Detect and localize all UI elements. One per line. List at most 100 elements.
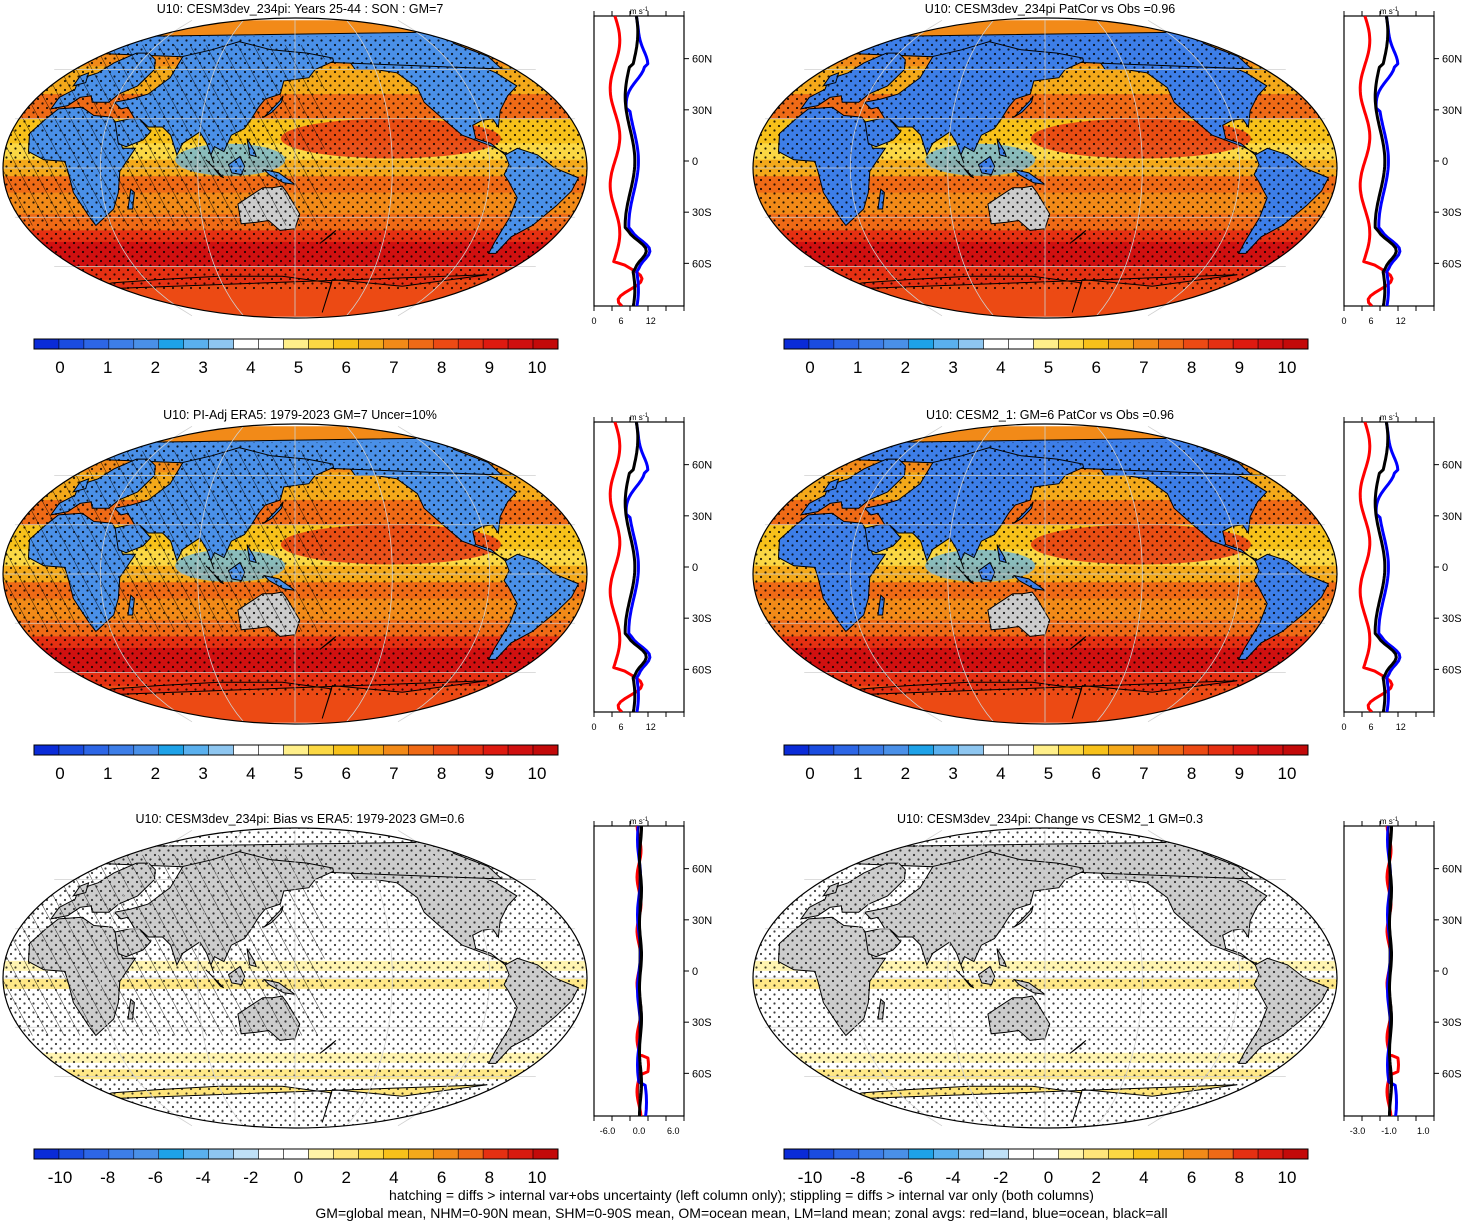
zonal-tick-label: 0 xyxy=(591,722,596,732)
colorbar-tick-label: 3 xyxy=(198,358,207,377)
panel-title: U10: CESM2_1: GM=6 PatCor vs Obs =0.96 xyxy=(925,408,1175,422)
lat-tick-label: 60N xyxy=(1442,460,1462,472)
lat-tick-label: 30S xyxy=(692,1017,712,1029)
world-map xyxy=(752,423,1338,725)
zonal-units-label: m s-1 xyxy=(1380,413,1399,422)
lat-tick-label: 30S xyxy=(1442,1017,1462,1029)
panel-3: U10: PI-Adj ERA5: 1979-2023 GM=7 Uncer=1… xyxy=(0,406,741,812)
lat-tick-label: 60S xyxy=(692,258,712,270)
lat-tick-label: 60S xyxy=(692,1068,712,1080)
colorbar-tick-label: 6 xyxy=(1091,764,1100,783)
colorbar-tick-label: 0 xyxy=(805,764,814,783)
colorbar-tick-label: 5 xyxy=(294,358,303,377)
colorbar: 0 1 2 3 4 5 6 7 8 9 10 xyxy=(783,744,1309,783)
lat-tick-label: 30S xyxy=(692,613,712,625)
zonal-tick-label: 6 xyxy=(618,316,623,326)
panel-5: U10: CESM3dev_234pi: Bias vs ERA5: 1979-… xyxy=(0,810,741,1216)
zonal-units-exponent: -1 xyxy=(643,817,649,823)
lat-tick-label: 0 xyxy=(1442,966,1448,978)
colorbar-tick-label: 10 xyxy=(528,764,547,783)
lat-tick-label: 60N xyxy=(692,54,712,66)
colorbar-tick-label: -4 xyxy=(196,1168,211,1187)
colorbar-tick-label: -4 xyxy=(946,1168,961,1187)
colorbar: 0 1 2 3 4 5 6 7 8 9 10 xyxy=(783,338,1309,377)
zonal-tick-label: 12 xyxy=(646,722,656,732)
colorbar-tick-label: 4 xyxy=(1139,1168,1148,1187)
footer-hatching-note: hatching = diffs > internal var+obs unce… xyxy=(389,1187,1094,1203)
world-map xyxy=(752,17,1338,319)
zonal-tick-label: 12 xyxy=(646,316,656,326)
colorbar-tick-label: 6 xyxy=(1187,1168,1196,1187)
colorbar-tick-label: 3 xyxy=(198,764,207,783)
panel-6: U10: CESM3dev_234pi: Change vs CESM2_1 G… xyxy=(750,810,1483,1216)
colorbar-tick-label: 0 xyxy=(1044,1168,1053,1187)
colorbar-tick-label: 7 xyxy=(1139,764,1148,783)
zonal-mean-plot: m s-1 60N 30N 0 30S 60S 0 6 12 xyxy=(591,7,712,326)
zonal-units-label: m s-1 xyxy=(630,413,649,422)
zonal-tick-label: 0 xyxy=(1341,722,1346,732)
zonal-tick-label: -3.0 xyxy=(1350,1126,1366,1136)
colorbar-tick-label: 8 xyxy=(1187,764,1196,783)
colorbar-tick-label: 9 xyxy=(1235,358,1244,377)
colorbar-tick-label: 8 xyxy=(437,358,446,377)
colorbar-tick-label: 3 xyxy=(948,764,957,783)
zonal-tick-label: 6 xyxy=(1368,722,1373,732)
colorbar-tick-label: 6 xyxy=(341,764,350,783)
colorbar-tick-label: 10 xyxy=(1278,1168,1297,1187)
lat-tick-label: 60S xyxy=(1442,258,1462,270)
panel-title: U10: CESM3dev_234pi: Change vs CESM2_1 G… xyxy=(896,812,1204,826)
panel-title: U10: CESM3dev_234pi PatCor vs Obs =0.96 xyxy=(924,2,1176,16)
world-map xyxy=(2,423,588,725)
colorbar-tick-label: 5 xyxy=(294,764,303,783)
colorbar-tick-label: 2 xyxy=(901,764,910,783)
zonal-units-label: m s-1 xyxy=(1380,817,1399,826)
zonal-tick-label: 0 xyxy=(591,316,596,326)
colorbar-tick-label: 9 xyxy=(485,358,494,377)
colorbar: -10 -8 -6 -4 -2 0 2 4 6 8 10 xyxy=(33,1148,559,1187)
footer-legend-note: GM=global mean, NHM=0-90N mean, SHM=0-90… xyxy=(315,1205,1168,1221)
zonal-units-exponent: -1 xyxy=(643,413,649,419)
lat-tick-label: 60N xyxy=(692,864,712,876)
colorbar-tick-label: 0 xyxy=(55,358,64,377)
world-map xyxy=(2,827,588,1129)
colorbar-tick-label: 4 xyxy=(246,358,255,377)
lat-tick-label: 0 xyxy=(692,562,698,574)
colorbar-tick-label: 2 xyxy=(151,358,160,377)
colorbar: 0 1 2 3 4 5 6 7 8 9 10 xyxy=(33,744,559,783)
colorbar-tick-label: -6 xyxy=(898,1168,913,1187)
colorbar-tick-label: 0 xyxy=(55,764,64,783)
colorbar-tick-label: 6 xyxy=(1091,358,1100,377)
colorbar-tick-label: -8 xyxy=(850,1168,865,1187)
colorbar-tick-label: 0 xyxy=(294,1168,303,1187)
colorbar-tick-label: 2 xyxy=(1091,1168,1100,1187)
zonal-mean-plot: m s-1 60N 30N 0 30S 60S 0 6 12 xyxy=(1341,413,1462,732)
panel-2: U10: CESM3dev_234pi PatCor vs Obs =0.96 m… xyxy=(750,0,1483,406)
colorbar-tick-label: -2 xyxy=(993,1168,1008,1187)
colorbar-tick-label: 4 xyxy=(996,358,1005,377)
colorbar-tick-label: 6 xyxy=(341,358,350,377)
colorbar: -10 -8 -6 -4 -2 0 2 4 6 8 10 xyxy=(783,1148,1309,1187)
panel-1: U10: CESM3dev_234pi: Years 25-44 : SON :… xyxy=(0,0,741,406)
world-map xyxy=(2,17,588,319)
panel-title: U10: PI-Adj ERA5: 1979-2023 GM=7 Uncer=1… xyxy=(163,408,437,422)
zonal-units-label: m s-1 xyxy=(1380,7,1399,16)
colorbar-tick-label: 10 xyxy=(528,358,547,377)
lat-tick-label: 60S xyxy=(1442,664,1462,676)
zonal-tick-label: -6.0 xyxy=(600,1126,616,1136)
lat-tick-label: 60N xyxy=(1442,864,1462,876)
zonal-units-exponent: -1 xyxy=(1393,817,1399,823)
lat-tick-label: 30N xyxy=(1442,915,1462,927)
colorbar-tick-label: 3 xyxy=(948,358,957,377)
colorbar-tick-label: 0 xyxy=(805,358,814,377)
colorbar-tick-label: 7 xyxy=(389,764,398,783)
colorbar-tick-label: -8 xyxy=(100,1168,115,1187)
colorbar-tick-label: 5 xyxy=(1044,764,1053,783)
colorbar-tick-label: 5 xyxy=(1044,358,1053,377)
colorbar-tick-label: 4 xyxy=(246,764,255,783)
colorbar-tick-label: 6 xyxy=(437,1168,446,1187)
world-map xyxy=(752,827,1338,1129)
colorbar-tick-label: -10 xyxy=(48,1168,73,1187)
panel-title: U10: CESM3dev_234pi: Bias vs ERA5: 1979-… xyxy=(135,812,465,826)
lat-tick-label: 60S xyxy=(692,664,712,676)
colorbar-tick-label: 8 xyxy=(1235,1168,1244,1187)
